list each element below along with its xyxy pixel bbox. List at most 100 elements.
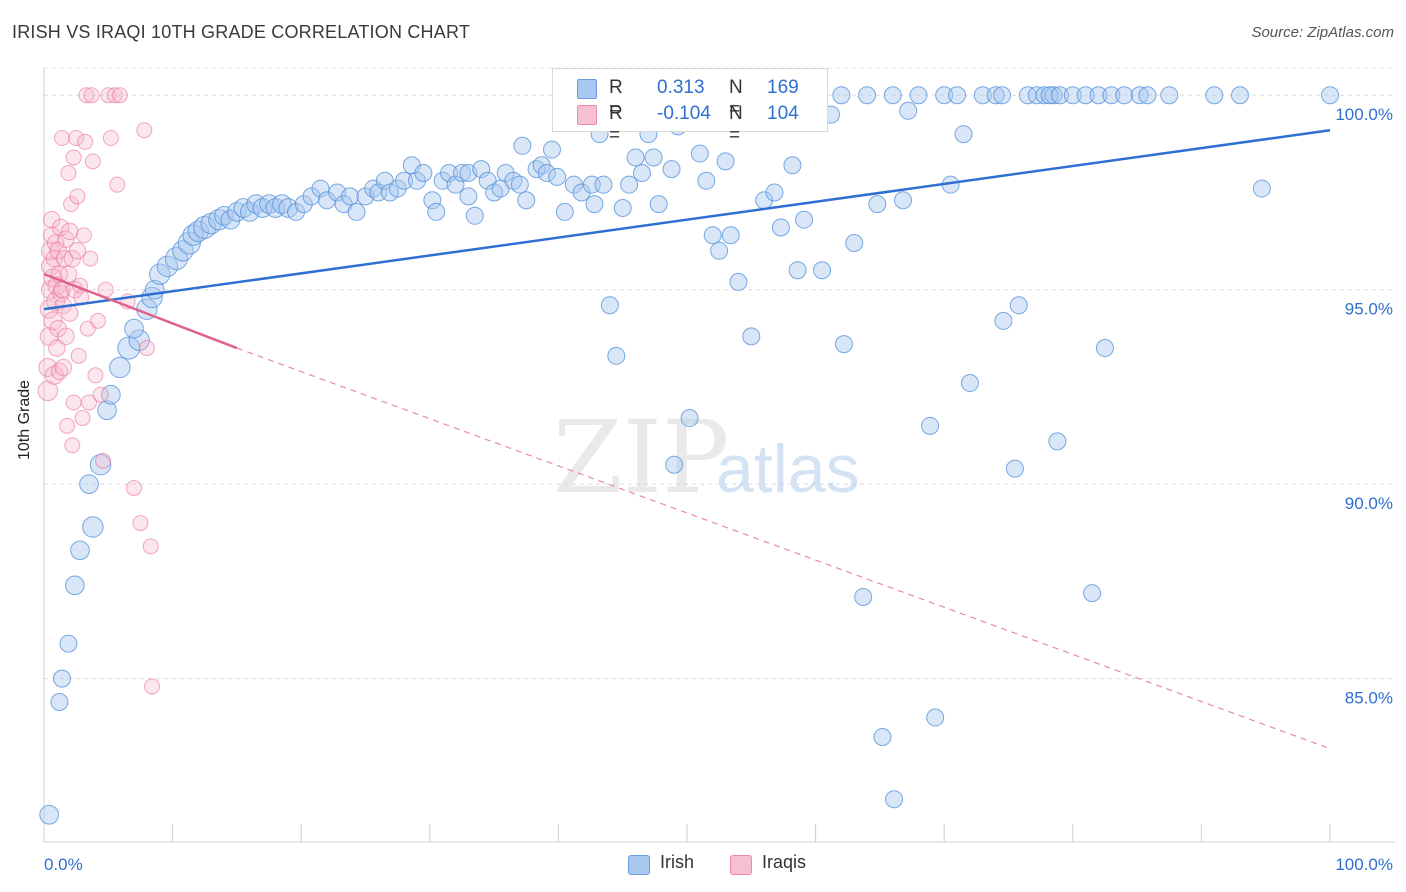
irish-point [771, 218, 790, 237]
iraqis-point [90, 312, 107, 329]
chart-title: IRISH VS IRAQI 10TH GRADE CORRELATION CH… [12, 22, 471, 42]
iraqis-point [68, 130, 85, 147]
irish-point [446, 175, 465, 194]
iraqis-point [65, 394, 82, 411]
iraqis-point [142, 538, 159, 555]
irish-point [626, 148, 645, 167]
irish-point [613, 199, 632, 218]
irish-point [858, 86, 877, 105]
irish-point [65, 575, 85, 596]
iraqis-point [70, 347, 87, 364]
iraqis-point [64, 437, 81, 454]
axes [43, 68, 1395, 843]
iraqis-n-label: N = [729, 103, 743, 146]
irish-point [765, 183, 784, 202]
iraqis-swatch [577, 105, 597, 125]
iraqis-point [109, 176, 126, 193]
iraqis-point [60, 222, 79, 241]
irish-point [287, 202, 306, 221]
irish-point [783, 156, 802, 175]
irish-point [1115, 86, 1134, 105]
irish-point [440, 164, 459, 183]
irish-point [680, 409, 699, 428]
irish-point [885, 790, 904, 809]
iraqis-point [75, 227, 92, 244]
iraqis-point [65, 149, 82, 166]
irish-point [311, 179, 330, 198]
irish-point [70, 540, 90, 561]
irish-point [1050, 86, 1069, 105]
bottom-iraqis-label: Iraqis [762, 852, 807, 872]
irish-point [594, 175, 613, 194]
iraqis-point [57, 327, 75, 346]
irish-point [883, 86, 902, 105]
iraqis-point [59, 265, 78, 283]
irish-point [854, 587, 873, 606]
irish-point [1102, 86, 1121, 105]
irish-point [452, 164, 471, 183]
irish-point [124, 318, 144, 339]
iraqis-r-value: -0.104 [657, 103, 711, 124]
irish-point [53, 669, 72, 688]
irish-point [97, 400, 117, 421]
irish-point [517, 191, 536, 210]
irish-point [899, 101, 918, 120]
irish-point [894, 191, 913, 210]
irish-point [555, 202, 574, 221]
irish-point [948, 86, 967, 105]
irish-point [1040, 86, 1059, 105]
iraqis-point [54, 130, 71, 147]
irish-point [239, 202, 260, 222]
irish-point [926, 708, 945, 727]
x-tick-label-min: 0.0% [44, 855, 83, 874]
iraqis-n-value: 104 [767, 103, 799, 124]
irish-point [1130, 86, 1149, 105]
iraqis-point [111, 87, 128, 104]
watermark-zip: ZIP [553, 399, 729, 516]
irish-point [795, 210, 814, 229]
iraqis-point [77, 133, 94, 150]
irish-point [813, 261, 832, 280]
bottom-irish-swatch [628, 855, 650, 875]
irish-point [537, 164, 556, 183]
irish-point [542, 140, 561, 159]
irish-point [79, 474, 99, 495]
irish-point [697, 171, 716, 190]
irish-n-value: 169 [767, 77, 799, 98]
irish-point [935, 86, 954, 105]
irish-point [620, 175, 639, 194]
irish-point [710, 241, 729, 260]
irish-point [994, 311, 1013, 330]
irish-point [788, 261, 807, 280]
irish-point [716, 152, 735, 171]
iraqis-point [60, 165, 77, 182]
irish-point [986, 86, 1005, 105]
irish-point [973, 86, 992, 105]
irish-point [317, 191, 336, 210]
irish-point [149, 263, 171, 285]
iraqis-point [138, 340, 155, 357]
y-tick-label: 100.0% [1335, 105, 1393, 124]
irish-point [172, 240, 194, 262]
source-label: Source: ZipAtlas.com [1251, 24, 1394, 41]
irish-point [214, 205, 234, 226]
irish-point [649, 195, 668, 214]
irish-point [109, 356, 131, 379]
irish-point [302, 187, 321, 206]
y-axis-label: 10th Grade [16, 379, 33, 460]
irish-swatch [577, 79, 597, 99]
irish-point [1089, 86, 1108, 105]
watermark-atlas: atlas [716, 431, 860, 507]
irish-point [347, 202, 366, 221]
irish-point [548, 167, 567, 186]
irish-point [585, 195, 604, 214]
iraqis-trend-extension [236, 347, 1331, 750]
irish-point [510, 175, 529, 194]
irish-point [729, 272, 748, 291]
y-tick-label: 95.0% [1345, 300, 1393, 319]
y-tick-label: 90.0% [1345, 494, 1393, 513]
irish-point [600, 296, 619, 315]
iraqis-point [84, 153, 101, 170]
irish-point [395, 171, 414, 190]
